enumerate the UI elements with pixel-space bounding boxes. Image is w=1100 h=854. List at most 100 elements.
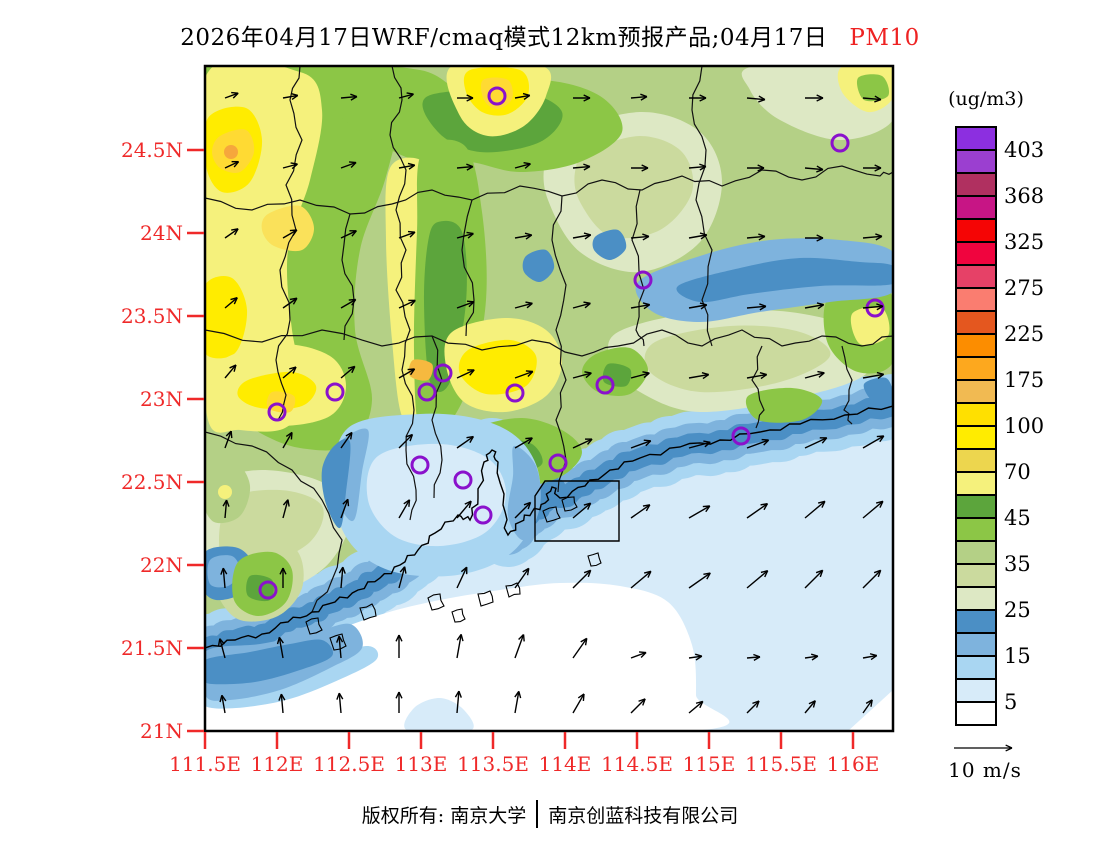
wind-arrow <box>688 653 703 661</box>
wind-arrow <box>282 297 298 309</box>
map-frame <box>203 64 895 733</box>
wind-arrow <box>514 232 533 240</box>
concentration-region <box>458 339 537 395</box>
lat-tick-label: 23.5N <box>121 304 183 328</box>
admin-boundary <box>631 189 645 347</box>
legend-cell <box>955 356 997 381</box>
clean-sea-corner <box>848 690 893 731</box>
legend-cell <box>955 425 997 450</box>
legend-value-label: 25 <box>1004 598 1031 622</box>
lat-tick-label: 22.5N <box>121 470 183 494</box>
admin-boundary <box>551 195 567 493</box>
station-marker <box>453 470 473 490</box>
wind-arrow <box>862 435 885 449</box>
wind-arrow <box>688 505 711 519</box>
concentration-region <box>261 205 315 252</box>
concentration-region <box>574 136 694 239</box>
wind-arrow <box>630 371 650 379</box>
wind-arrow <box>282 92 299 100</box>
wind-arrow <box>572 371 592 379</box>
wind-arrow <box>340 365 356 379</box>
station-marker <box>830 133 850 153</box>
hk-observation-box <box>534 480 620 542</box>
station-marker <box>505 383 525 403</box>
island-outline <box>451 608 466 623</box>
admin-boundary <box>205 197 393 215</box>
legend-value-label: 325 <box>1004 230 1044 254</box>
legend-cell <box>955 195 997 220</box>
wind-arrow <box>689 94 707 102</box>
wind-arrow <box>746 569 769 589</box>
legend-value-label: 35 <box>1004 552 1031 576</box>
concentration-region <box>602 363 632 387</box>
wind-arrow <box>224 91 239 99</box>
station-marker <box>258 580 278 600</box>
wind-arrow <box>804 437 828 449</box>
concentration-region <box>592 229 627 261</box>
admin-boundary <box>841 345 853 425</box>
wind-arrow <box>224 160 240 169</box>
legend-cell <box>955 379 997 404</box>
wind-arrow <box>398 299 416 309</box>
island-outline <box>542 506 561 523</box>
wind-arrow <box>805 94 824 102</box>
lat-tick-label: 21.5N <box>121 636 183 660</box>
wind-arrow <box>630 570 652 589</box>
wind-arrow <box>217 638 226 659</box>
copyright-owner: 版权所有: 南京大学 <box>361 804 527 827</box>
wind-arrow <box>862 371 885 379</box>
legend-cell <box>955 494 997 519</box>
lon-tick-label: 115E <box>683 752 736 776</box>
coastline <box>205 405 893 649</box>
wind-arrow <box>514 161 531 169</box>
concentration-region <box>237 371 317 410</box>
wind-arrow <box>457 94 474 102</box>
lon-tick-label: 112.5E <box>313 752 385 776</box>
legend-cell <box>955 149 997 174</box>
wind-arrow <box>805 234 824 242</box>
legend-cell <box>955 264 997 289</box>
wind-arrow <box>804 653 819 661</box>
page-title: 2026年04月17日WRF/cmaq模式12km预报产品;04月17日 PM10 <box>0 18 1100 52</box>
wind-arrow <box>572 163 591 171</box>
concentration-region <box>522 249 555 283</box>
wind-arrow <box>219 694 227 714</box>
wind-arrow <box>398 92 414 100</box>
legend-cell <box>955 310 997 335</box>
wind-arrow <box>398 499 411 519</box>
legend-value-label: 45 <box>1004 506 1031 530</box>
copyright-company: 南京创蓝科技有限公司 <box>548 804 739 827</box>
wind-arrow <box>746 372 768 380</box>
wind-arrow <box>398 433 414 449</box>
wind-arrow <box>804 165 824 173</box>
station-marker <box>267 402 287 422</box>
clean-sea-region <box>205 582 730 731</box>
legend-value-label: 100 <box>1004 414 1044 438</box>
wind-arrow <box>688 572 711 589</box>
lon-tick-label: 115.5E <box>745 752 817 776</box>
wind-arrow <box>336 692 344 714</box>
wind-arrow <box>630 651 647 659</box>
island-outline <box>305 617 323 635</box>
wind-arrow <box>282 431 293 449</box>
wind-arrow <box>688 372 710 380</box>
wind-arrow <box>340 230 357 239</box>
legend-cell <box>955 609 997 634</box>
lon-tick-label: 112E <box>251 752 304 776</box>
wind-arrow <box>630 439 652 449</box>
wind-arrow <box>514 567 530 589</box>
admin-boundary <box>275 66 303 421</box>
wind-arrow <box>456 231 474 239</box>
wind-arrow <box>746 233 766 241</box>
wind-arrow <box>279 567 287 588</box>
wind-arrow <box>340 161 357 169</box>
wind-arrow <box>456 300 475 309</box>
wind-arrow <box>514 370 534 379</box>
lon-tick-label: 113E <box>395 752 448 776</box>
wind-arrow <box>456 163 474 171</box>
wind-arrow <box>340 298 357 309</box>
wind-arrow <box>688 302 708 310</box>
wind-arrow <box>746 700 760 714</box>
admin-boundary <box>461 199 475 337</box>
sea-tongue <box>404 697 474 731</box>
